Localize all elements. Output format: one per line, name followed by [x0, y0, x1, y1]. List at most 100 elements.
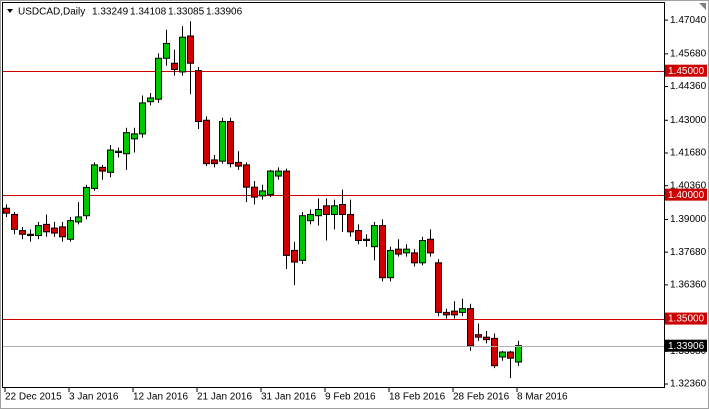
- candle-body: [451, 310, 458, 316]
- x-tick-label: 31 Jan 2016: [261, 392, 316, 403]
- candle-body: [131, 133, 138, 140]
- candle-body: [219, 121, 226, 162]
- bid-label: 1.33906: [668, 341, 705, 352]
- y-tick-label: 1.45680: [670, 48, 707, 59]
- candle-body: [155, 57, 162, 100]
- y-tick-label: 1.36360: [670, 280, 707, 291]
- y-tick-label: 1.40360: [670, 180, 707, 191]
- candle-body: [203, 119, 210, 165]
- chart-title: USDCAD,Daily: [18, 7, 85, 18]
- candle-body: [307, 213, 314, 222]
- candle-body: [11, 213, 18, 230]
- candle-body: [75, 216, 82, 223]
- candle-body: [59, 226, 66, 238]
- plot-frame: [2, 2, 665, 388]
- candle-body: [347, 213, 354, 233]
- level-label-box: [665, 64, 707, 77]
- header-value: 1.33249: [92, 7, 129, 18]
- candle-body: [443, 311, 450, 316]
- candle-body: [355, 230, 362, 241]
- candle-body: [323, 205, 330, 215]
- candle-body: [331, 205, 338, 215]
- candle-body: [171, 62, 178, 70]
- y-tick-label: 1.41680: [670, 148, 707, 159]
- candle-body: [99, 166, 106, 172]
- candle-body: [107, 149, 114, 173]
- candle-body: [147, 97, 154, 103]
- candle-body: [211, 159, 218, 165]
- level-label-box: [665, 312, 707, 325]
- candle-body: [363, 238, 370, 241]
- candle-body: [299, 215, 306, 261]
- candle-body: [251, 186, 258, 198]
- header-value: 1.33906: [206, 7, 243, 18]
- candle-body: [379, 225, 386, 279]
- x-tick-label: 21 Jan 2016: [197, 392, 252, 403]
- level-label-box: [665, 188, 707, 201]
- x-tick-label: 28 Feb 2016: [453, 392, 510, 403]
- candle-body: [243, 164, 250, 188]
- level-label: 1.45000: [668, 66, 705, 77]
- candle-body: [275, 170, 282, 177]
- candle-body: [435, 262, 442, 313]
- candle-body: [411, 252, 418, 264]
- candle-body: [427, 238, 434, 254]
- y-tick-label: 1.39000: [670, 214, 707, 225]
- candle-body: [491, 337, 498, 367]
- level-label: 1.40000: [668, 190, 705, 201]
- x-tick-label: 12 Jan 2016: [133, 392, 188, 403]
- candle-body: [115, 150, 122, 153]
- candle-body: [235, 161, 242, 167]
- y-tick-label: 1.32360: [670, 379, 707, 390]
- candle-body: [67, 220, 74, 240]
- candle-body: [315, 209, 322, 217]
- candle-body: [51, 227, 58, 234]
- candle-body: [395, 248, 402, 255]
- candle-body: [515, 345, 522, 363]
- level-label: 1.35000: [668, 314, 705, 325]
- candle-body: [475, 334, 482, 338]
- candle-body: [195, 70, 202, 123]
- x-tick-label: 3 Jan 2016: [69, 392, 119, 403]
- corner-icon: [699, 3, 706, 10]
- y-tick-label: 1.47040: [670, 15, 707, 26]
- candle-body: [259, 190, 266, 197]
- candle-body: [179, 36, 186, 73]
- candle-body: [43, 223, 50, 233]
- x-tick-label: 9 Feb 2016: [325, 392, 376, 403]
- header-icon: [7, 9, 13, 13]
- x-tick-label: 22 Dec 2015: [5, 392, 62, 403]
- candle-body: [403, 248, 410, 254]
- candle-body: [187, 35, 194, 64]
- candle-body: [27, 233, 34, 237]
- candle-body: [139, 102, 146, 135]
- candle-body: [35, 225, 42, 237]
- candle-body: [419, 239, 426, 264]
- y-tick-label: 1.44360: [670, 81, 707, 92]
- candle-body: [483, 336, 490, 341]
- candle-body: [459, 308, 466, 313]
- candle-body: [123, 132, 130, 155]
- candle-body: [283, 170, 290, 256]
- header-value: 1.34108: [130, 7, 167, 18]
- x-tick-label: 18 Feb 2016: [389, 392, 446, 403]
- candle-body: [19, 230, 26, 235]
- candle-body: [371, 225, 378, 248]
- header-value: 1.33085: [168, 7, 205, 18]
- candle-body: [467, 308, 474, 347]
- candle-body: [83, 186, 90, 217]
- candle-body: [291, 249, 298, 263]
- candle-body: [267, 170, 274, 196]
- y-tick-label: 1.37680: [670, 247, 707, 258]
- bid-label-box: [665, 339, 707, 352]
- candle-body: [499, 351, 506, 358]
- candle-body: [339, 204, 346, 215]
- x-tick-label: 8 Mar 2016: [517, 392, 568, 403]
- candle-body: [227, 121, 234, 165]
- candle-body: [507, 351, 514, 359]
- y-tick-label: 1.43000: [670, 115, 707, 126]
- candle-body: [387, 249, 394, 279]
